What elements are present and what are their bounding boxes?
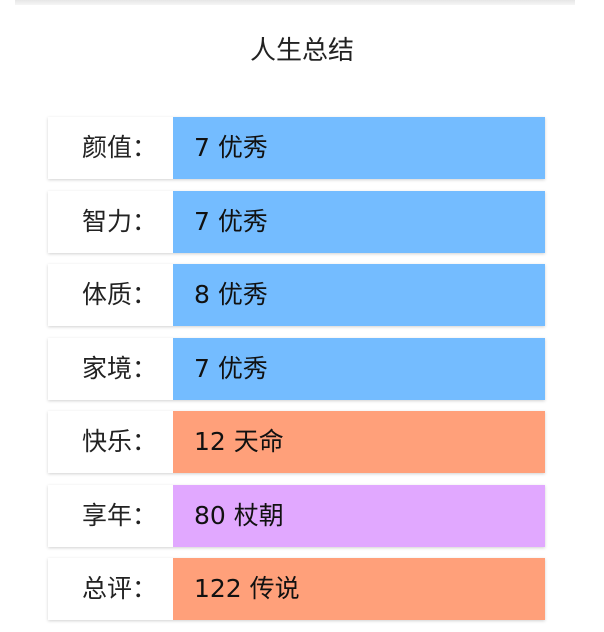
summary-list: 颜值： 7 优秀 智力： 7 优秀 体质： 8 优秀 家境： 7 优秀 快乐： 12 天命… [48, 117, 545, 632]
top-bar [15, 0, 575, 5]
row-value: 7 优秀 [173, 337, 545, 400]
summary-row-appearance: 颜值： 7 优秀 [48, 117, 545, 179]
row-label: 颜值： [81, 133, 157, 162]
row-value: 80 杖朝 [173, 484, 545, 547]
page-title: 人生总结 [249, 36, 354, 66]
summary-row-lifespan: 享年： 80 杖朝 [48, 484, 545, 547]
row-value: 7 优秀 [173, 117, 545, 179]
summary-row-family: 家境： 7 优秀 [48, 337, 545, 400]
row-label: 快乐： [81, 427, 157, 456]
row-value: 7 优秀 [173, 190, 545, 253]
row-label: 智力： [81, 206, 157, 236]
row-label: 体质： [81, 280, 157, 309]
row-label: 享年： [81, 500, 157, 530]
row-value: 12 天命 [173, 411, 545, 473]
summary-row-constitution: 体质： 8 优秀 [48, 264, 545, 326]
row-label: 总评： [81, 574, 157, 603]
row-value: 8 优秀 [173, 264, 545, 326]
summary-row-intelligence: 智力： 7 优秀 [48, 190, 545, 253]
summary-row-happiness: 快乐： 12 天命 [48, 411, 545, 473]
summary-row-overall: 总评： 122 传说 [48, 558, 545, 620]
row-value: 122 传说 [173, 558, 545, 620]
row-label: 家境： [81, 353, 157, 383]
